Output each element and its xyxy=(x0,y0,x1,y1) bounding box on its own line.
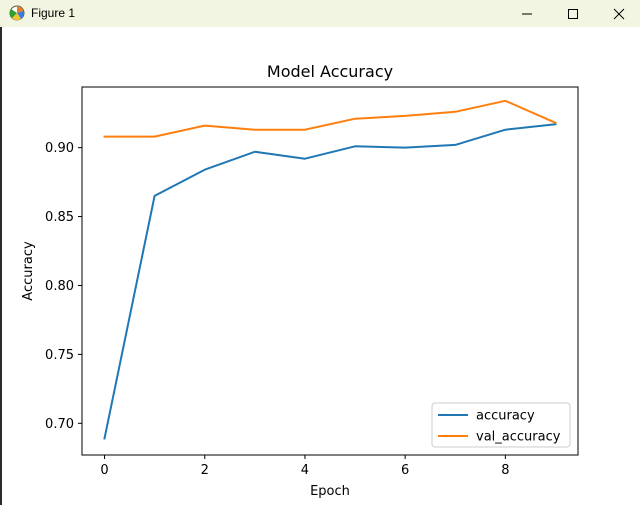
y-tick-label: 0.90 xyxy=(45,141,74,156)
legend-label: val_accuracy xyxy=(476,430,561,445)
y-tick-label: 0.75 xyxy=(45,348,74,363)
legend: accuracy val_accuracy xyxy=(431,402,571,448)
line-chart: Model Accuracy 0 2 4 6 8 0.70 0.75 0.80 0.85 0.90… xyxy=(21,62,579,499)
matplotlib-figure-icon[interactable] xyxy=(8,4,26,22)
axes-frame xyxy=(81,86,579,456)
maximize-button[interactable] xyxy=(550,0,596,27)
x-tick-label: 4 xyxy=(301,463,309,478)
maximize-icon xyxy=(568,8,578,19)
close-icon xyxy=(613,8,625,19)
minimize-button[interactable] xyxy=(504,0,550,27)
y-tick-label: 0.85 xyxy=(45,210,74,225)
axes xyxy=(81,86,579,456)
x-axis-label: Epoch xyxy=(310,484,350,499)
x-tick-label: 0 xyxy=(100,463,108,478)
window-titlebar: Figure 1 xyxy=(0,0,640,27)
x-tick-label: 6 xyxy=(401,463,409,478)
x-tick-label: 2 xyxy=(201,463,209,478)
y-tick-label: 0.70 xyxy=(45,417,74,432)
window-border xyxy=(0,27,2,505)
y-axis-label: Accuracy xyxy=(21,241,36,301)
close-button[interactable] xyxy=(596,0,640,27)
legend-label: accuracy xyxy=(476,409,535,424)
series-line-accuracy xyxy=(103,123,557,440)
y-tick-label: 0.80 xyxy=(45,279,74,294)
series-lines xyxy=(103,99,557,440)
window-title: Figure 1 xyxy=(31,6,76,20)
series-line-val-accuracy xyxy=(103,99,557,138)
ticks: 0 2 4 6 8 0.70 0.75 0.80 0.85 0.90 xyxy=(45,141,509,478)
minimize-icon xyxy=(522,13,532,14)
figure-canvas: Model Accuracy 0 2 4 6 8 0.70 0.75 0.80 0.85 0.90… xyxy=(2,27,640,505)
chart-title: Model Accuracy xyxy=(267,62,393,81)
x-tick-label: 8 xyxy=(501,463,509,478)
